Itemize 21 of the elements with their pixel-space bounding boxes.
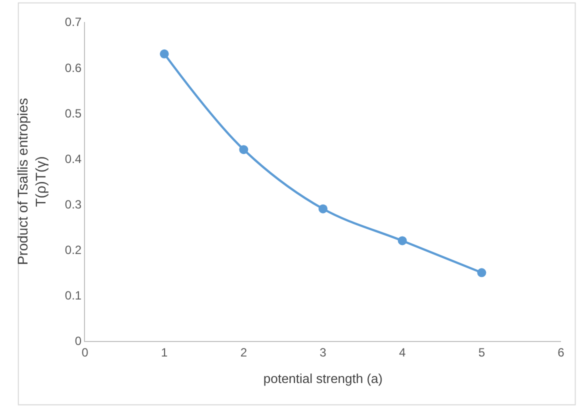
x-tick-label: 4: [398, 345, 406, 360]
x-axis-title: potential strength (a): [263, 371, 383, 386]
y-tick-label: 0.4: [64, 152, 82, 166]
point: [318, 204, 328, 214]
y-axis-title: Product of Tsallis entropies T(ρ)T(γ): [14, 98, 49, 266]
y-tick-label: 0.5: [64, 106, 82, 120]
x-tick-label: 1: [160, 345, 168, 360]
x-tick-label: 6: [558, 345, 565, 360]
y-tick-label: 0.3: [64, 197, 82, 212]
x-tick-label: 2: [240, 345, 248, 360]
y-tick-label: 0: [74, 334, 82, 348]
y-tick-label: 0.6: [64, 60, 82, 75]
y-tick-label: 0.2: [64, 243, 82, 258]
y-tick-label: 0.7: [64, 15, 82, 30]
x-tick-label: 5: [478, 345, 486, 360]
point: [239, 145, 248, 154]
y-tick-label: 0.1: [64, 288, 82, 303]
point: [477, 268, 486, 278]
point: [160, 49, 169, 58]
x-tick-label: 3: [320, 345, 327, 360]
point: [398, 236, 407, 246]
